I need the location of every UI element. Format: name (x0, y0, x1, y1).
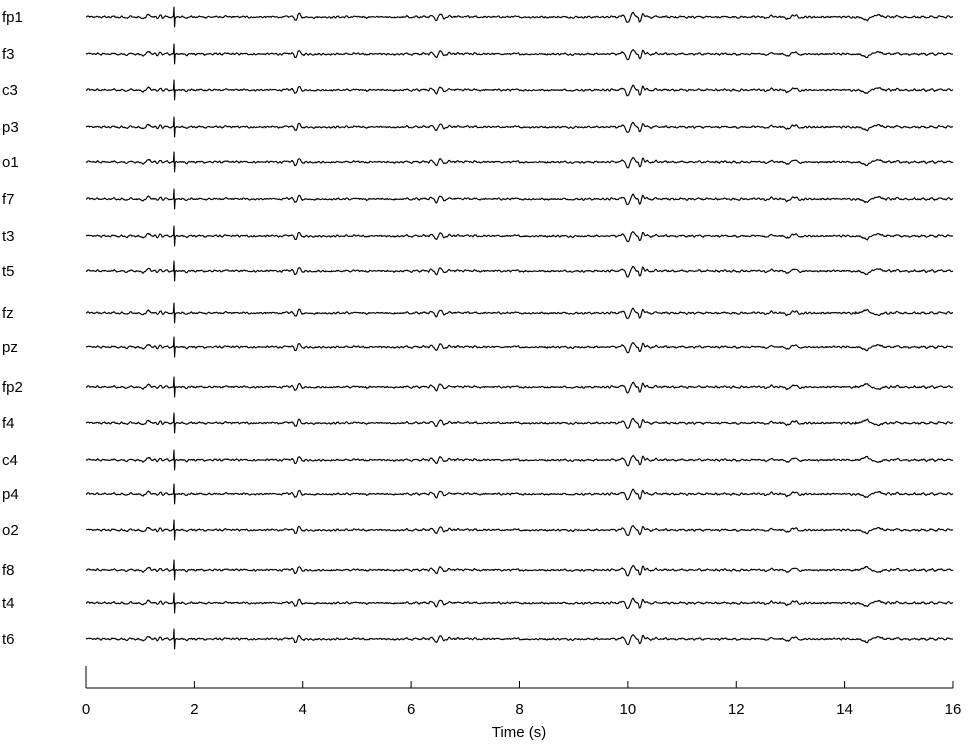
trace-c3 (85, 79, 954, 101)
channel-label-p3: p3 (2, 119, 19, 136)
trace-f3 (85, 43, 953, 65)
channel-label-t6: t6 (2, 631, 15, 648)
trace-fp1 (86, 6, 953, 28)
x-tick-label: 6 (407, 701, 415, 718)
channel-label-c4: c4 (2, 452, 18, 469)
channel-label-p4: p4 (2, 486, 19, 503)
channel-label-pz: pz (2, 339, 18, 356)
channel-label-f3: f3 (2, 46, 15, 63)
x-tick-label: 12 (728, 701, 745, 718)
trace-o2 (85, 519, 954, 541)
trace-f8 (85, 559, 954, 581)
channel-label-f7: f7 (2, 191, 15, 208)
channel-label-fp1: fp1 (2, 9, 23, 26)
x-tick-label: 0 (82, 701, 90, 718)
trace-f7 (86, 188, 954, 210)
x-tick-label: 2 (190, 701, 198, 718)
x-tick-label: 8 (515, 701, 523, 718)
trace-fz (85, 302, 954, 324)
trace-o1 (85, 151, 954, 173)
trace-t4 (86, 592, 954, 614)
channel-label-t5: t5 (2, 263, 15, 280)
channel-label-o1: o1 (2, 154, 19, 171)
trace-f4 (86, 412, 954, 434)
channel-label-t4: t4 (2, 595, 15, 612)
trace-c4 (85, 449, 954, 471)
trace-t6 (85, 628, 954, 650)
channel-label-c3: c3 (2, 82, 18, 99)
x-axis-title: Time (s) (492, 724, 546, 741)
channel-labels: fp1 f3 c3 p3 o1 f7 t3 t5 fz pz fp2 f4 c4 p4 o2 f8 t4 t6 (2, 9, 23, 648)
channel-label-fz: fz (2, 305, 14, 322)
x-tick-label: 4 (299, 701, 307, 718)
x-tick-label: 10 (620, 701, 637, 718)
channel-label-t3: t3 (2, 228, 15, 245)
trace-t3 (85, 225, 954, 247)
x-axis: 0 2 4 6 8 10 12 14 16 (82, 666, 962, 718)
channel-label-o2: o2 (2, 522, 19, 539)
channel-label-fp2: fp2 (2, 379, 23, 396)
trace-t5 (85, 260, 954, 282)
channel-label-f8: f8 (2, 562, 15, 579)
channel-label-f4: f4 (2, 415, 15, 432)
x-tick-label: 14 (836, 701, 853, 718)
x-tick-label: 16 (945, 701, 962, 718)
trace-fp2 (85, 376, 954, 398)
trace-p4 (85, 483, 954, 505)
eeg-traces (85, 6, 954, 650)
trace-pz (85, 336, 954, 358)
trace-p3 (85, 116, 954, 138)
